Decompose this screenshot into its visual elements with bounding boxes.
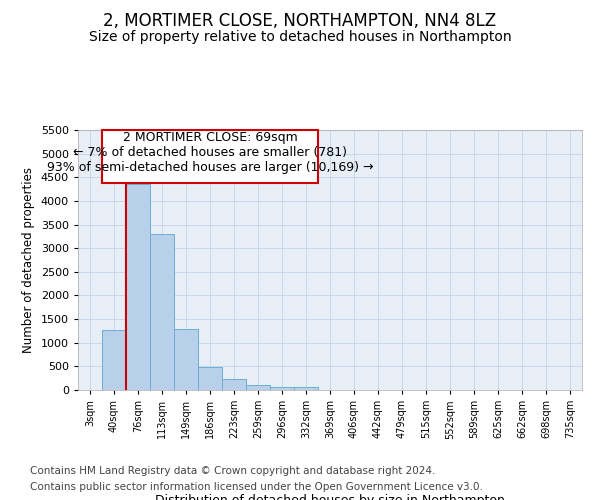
Bar	[174, 328, 198, 390]
Text: 2 MORTIMER CLOSE: 69sqm: 2 MORTIMER CLOSE: 69sqm	[122, 131, 298, 144]
Bar	[198, 368, 222, 390]
Text: 2, MORTIMER CLOSE, NORTHAMPTON, NN4 8LZ: 2, MORTIMER CLOSE, NORTHAMPTON, NN4 8LZ	[103, 12, 497, 30]
Bar	[150, 234, 174, 390]
X-axis label: Distribution of detached houses by size in Northampton: Distribution of detached houses by size …	[155, 494, 505, 500]
Text: Contains HM Land Registry data © Crown copyright and database right 2024.: Contains HM Land Registry data © Crown c…	[30, 466, 436, 476]
Text: 93% of semi-detached houses are larger (10,169) →: 93% of semi-detached houses are larger (…	[47, 162, 373, 174]
FancyBboxPatch shape	[102, 130, 318, 183]
Bar	[270, 386, 294, 390]
Bar	[126, 184, 150, 390]
Text: Size of property relative to detached houses in Northampton: Size of property relative to detached ho…	[89, 30, 511, 44]
Bar	[102, 330, 126, 390]
Y-axis label: Number of detached properties: Number of detached properties	[22, 167, 35, 353]
Text: Contains public sector information licensed under the Open Government Licence v3: Contains public sector information licen…	[30, 482, 483, 492]
Text: ← 7% of detached houses are smaller (781): ← 7% of detached houses are smaller (781…	[73, 146, 347, 159]
Bar	[222, 378, 246, 390]
Bar	[294, 386, 318, 390]
Bar	[246, 386, 270, 390]
